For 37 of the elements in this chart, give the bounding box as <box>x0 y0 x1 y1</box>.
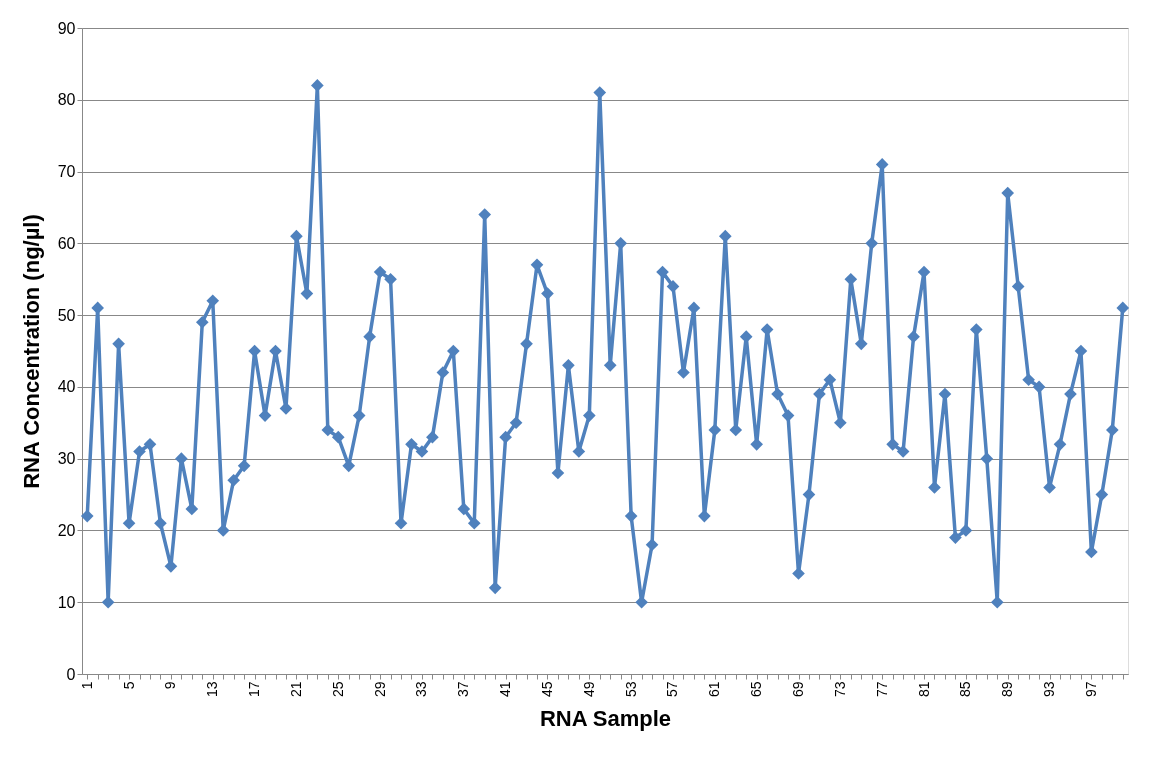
x-tick-label: 13 <box>204 681 221 698</box>
y-axis-title: RNA Concentration (ng/µl) <box>18 214 44 489</box>
y-tick-label: 50 <box>57 306 76 324</box>
y-tick-label: 90 <box>57 19 76 37</box>
y-tick-label: 10 <box>57 593 76 611</box>
x-tick-label: 1 <box>78 681 95 690</box>
x-tick-label: 21 <box>287 681 304 698</box>
x-tick-label: 33 <box>413 681 430 698</box>
y-tick-label: 30 <box>57 450 76 468</box>
x-tick-label: 73 <box>831 681 848 698</box>
x-tick-label: 81 <box>915 681 932 698</box>
y-tick-label: 60 <box>57 234 76 252</box>
y-tick-label: 20 <box>57 521 76 539</box>
x-tick-label: 9 <box>162 681 179 690</box>
x-tick-label: 41 <box>497 681 514 698</box>
x-tick-label: 53 <box>622 681 639 698</box>
y-tick-label: 40 <box>57 378 76 396</box>
x-tick-label: 61 <box>706 681 723 698</box>
y-tick-label: 80 <box>57 91 76 109</box>
x-tick-label: 69 <box>790 681 807 698</box>
x-tick-label: 77 <box>873 681 890 698</box>
x-tick-label: 57 <box>664 681 681 698</box>
x-tick-label: 97 <box>1082 681 1099 698</box>
y-tick-label: 70 <box>57 163 76 181</box>
y-tick-label: 0 <box>66 665 76 683</box>
x-tick-label: 37 <box>455 681 472 698</box>
x-tick-label: 17 <box>246 681 263 698</box>
x-tick-label: 45 <box>538 681 555 698</box>
x-axis-title: RNA Sample <box>539 706 672 732</box>
x-tick-label: 49 <box>580 681 597 698</box>
x-tick-label: 85 <box>957 681 974 698</box>
x-tick-label: 5 <box>120 681 137 690</box>
x-tick-label: 25 <box>329 681 346 698</box>
x-tick-label: 29 <box>371 681 388 698</box>
x-tick-label: 89 <box>999 681 1016 698</box>
x-tick-label: 93 <box>1041 681 1058 698</box>
x-tick-label: 65 <box>748 681 765 698</box>
